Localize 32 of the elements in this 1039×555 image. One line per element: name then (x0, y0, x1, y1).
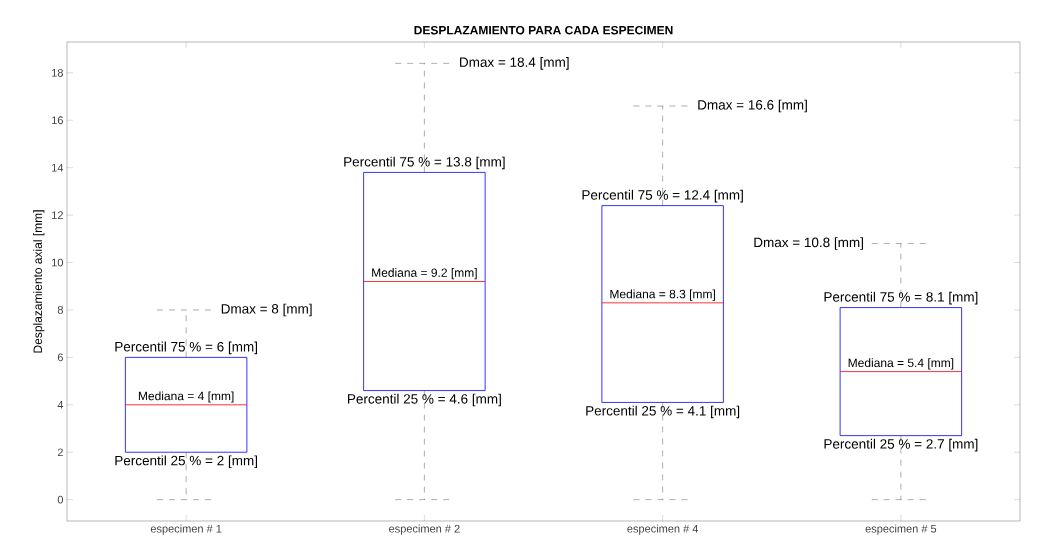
annotation: Mediana = 8.3 [mm] (610, 289, 715, 301)
annotation: Percentil 25 % = 4.6 [mm] (348, 393, 501, 407)
y-tick-label: 14 (52, 163, 64, 172)
y-tick-label: 4 (57, 401, 64, 409)
y-tick-label: 10 (52, 258, 64, 267)
annotation: Mediana = 4 [mm] (138, 391, 234, 403)
annotation: Dmax = 10.8 [mm] (754, 237, 863, 250)
annotation: Mediana = 9.2 [mm] (372, 268, 477, 280)
y-tick-label: 0 (57, 495, 64, 504)
annotation: Dmax = 8 [mm] (221, 303, 312, 317)
x-tick-label: especimen # 5 (865, 524, 937, 535)
annotation: Percentil 25 % = 4.1 [mm] (586, 405, 740, 419)
chart-title: DESPLAZAMIENTO PARA CADA ESPECIMEN (414, 25, 673, 35)
annotation: Dmax = 16.6 [mm] (698, 99, 807, 113)
annotation: Mediana = 5.4 [mm] (848, 358, 954, 370)
y-tick-label: 18 (52, 68, 63, 77)
y-tick-label: 2 (57, 448, 63, 457)
y-axis-title: Desplazamiento axial [mm] (33, 210, 45, 353)
annotation: Percentil 25 % = 2 [mm] (115, 455, 257, 469)
annotation: Percentil 75 % = 6 [mm] (115, 341, 257, 355)
y-tick-label: 16 (52, 116, 63, 125)
annotation: Percentil 75 % = 13.8 [mm] (344, 156, 505, 170)
annotation: Percentil 25 % = 2.7 [mm] (824, 438, 978, 452)
y-tick-label: 12 (52, 211, 63, 219)
y-tick-label: 6 (57, 353, 63, 362)
x-tick-label: especimen # 2 (389, 524, 460, 535)
annotation: Percentil 75 % = 12.4 [mm] (582, 189, 743, 203)
x-tick-label: especimen # 4 (627, 524, 699, 535)
y-tick-label: 8 (57, 306, 63, 314)
x-tick-label: especimen # 1 (150, 524, 222, 535)
annotation: Percentil 75 % = 8.1 [mm] (824, 291, 978, 305)
annotation: Dmax = 18.4 [mm] (460, 57, 569, 70)
